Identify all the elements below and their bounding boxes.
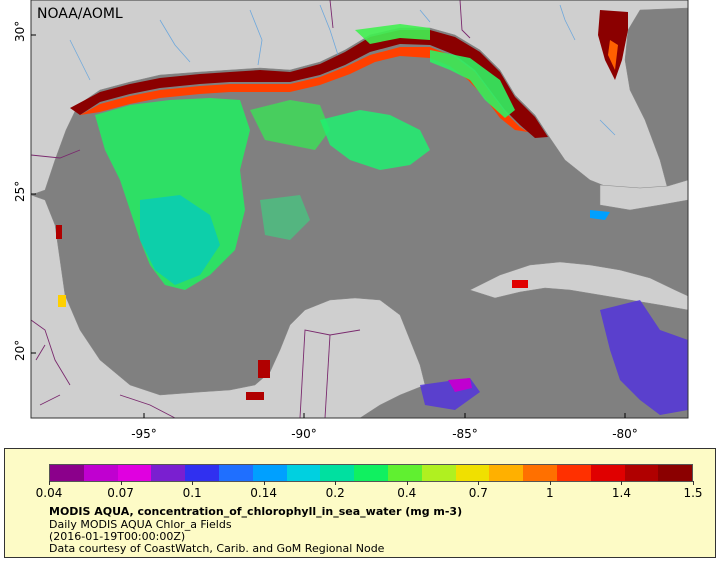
colorbar-tick-label: 0.04 — [35, 486, 63, 500]
colorbar-tick-mark — [335, 481, 337, 485]
colorbar-tick-label: 0.14 — [250, 486, 278, 500]
colorbar — [49, 464, 693, 482]
colorbar-tick-label: 0.4 — [397, 486, 417, 500]
colorbar-tick-label: 1 — [546, 486, 554, 500]
colorbar-segment — [252, 465, 287, 481]
colorbar-tick-label: 1.5 — [683, 486, 703, 500]
lon-label-95: -95° — [131, 427, 157, 441]
colorbar-segment — [556, 465, 591, 481]
colorbar-tick-mark — [478, 481, 480, 485]
legend-credit: Data courtesy of CoastWatch, Carib. and … — [49, 542, 385, 555]
chlorophyll-map: 30° 25° 20° -95° -90° -85° -80° NOAA/AOM… — [13, 0, 689, 441]
political-borders — [30, 0, 471, 419]
legend-subtitle-dataset: Daily MODIS AQUA Chlor_a Fields — [49, 518, 232, 531]
chlorophyll-mid-patches — [95, 24, 688, 415]
colorbar-tick-mark — [549, 481, 551, 485]
colorbar-segment — [455, 465, 490, 481]
lon-label-80: -80° — [612, 427, 638, 441]
lat-label-30: 30° — [13, 21, 27, 42]
colorbar-segment — [83, 465, 118, 481]
rivers — [69, 4, 616, 136]
colorbar-segment — [286, 465, 321, 481]
colorbar-segment — [151, 465, 186, 481]
colorbar-tick-mark — [192, 481, 194, 485]
lon-label-85: -85° — [452, 427, 478, 441]
colorbar-tick-mark — [120, 481, 122, 485]
colorbar-tick-mark — [49, 481, 50, 485]
map-frame — [30, 0, 689, 419]
colorbar-tick-mark — [693, 481, 694, 485]
legend-panel: 0.04 0.07 0.1 0.14 0.2 0.4 0.7 1 1.4 1.5 MODIS AQ… — [4, 448, 716, 558]
colorbar-segment — [421, 465, 456, 481]
colorbar-segment — [320, 465, 355, 481]
map-canvas: 30° 25° 20° -95° -90° -85° -80° NOAA/AOM… — [13, 0, 689, 441]
colorbar-tick-mark — [406, 481, 408, 485]
colorbar-segment — [117, 465, 152, 481]
colorbar-tick-mark — [621, 481, 623, 485]
mexico-land — [30, 194, 426, 419]
colorbar-segment — [50, 465, 84, 481]
colorbar-segment — [218, 465, 253, 481]
colorbar-segment — [624, 465, 659, 481]
lat-ticks — [31, 34, 36, 354]
colorbar-segment — [523, 465, 557, 481]
lat-label-20: 20° — [13, 340, 27, 361]
noaa-aoml-watermark: NOAA/AOML — [37, 6, 123, 22]
lat-label-25: 25° — [13, 181, 27, 202]
lon-ticks — [143, 413, 626, 418]
colorbar-tick-label: 0.2 — [325, 486, 345, 500]
us-gulf-coast-land — [30, 0, 689, 196]
colorbar-segment — [354, 465, 388, 481]
colorbar-tick-mark — [263, 481, 265, 485]
colorbar-segment — [658, 465, 693, 481]
legend-title: MODIS AQUA, concentration_of_chlorophyll… — [49, 505, 463, 518]
colorbar-tick-label: 1.4 — [611, 486, 631, 500]
chlorophyll-high-bands — [56, 10, 628, 400]
colorbar-tick-label: 0.1 — [182, 486, 202, 500]
lon-label-90: -90° — [291, 427, 317, 441]
colorbar-tick-label: 0.7 — [468, 486, 488, 500]
colorbar-segment — [387, 465, 422, 481]
colorbar-segment — [489, 465, 524, 481]
colorbar-tick-label: 0.07 — [107, 486, 134, 500]
legend-subtitle-date: (2016-01-19T00:00:00Z) — [49, 530, 186, 543]
colorbar-segment — [185, 465, 219, 481]
colorbar-segment — [590, 465, 625, 481]
